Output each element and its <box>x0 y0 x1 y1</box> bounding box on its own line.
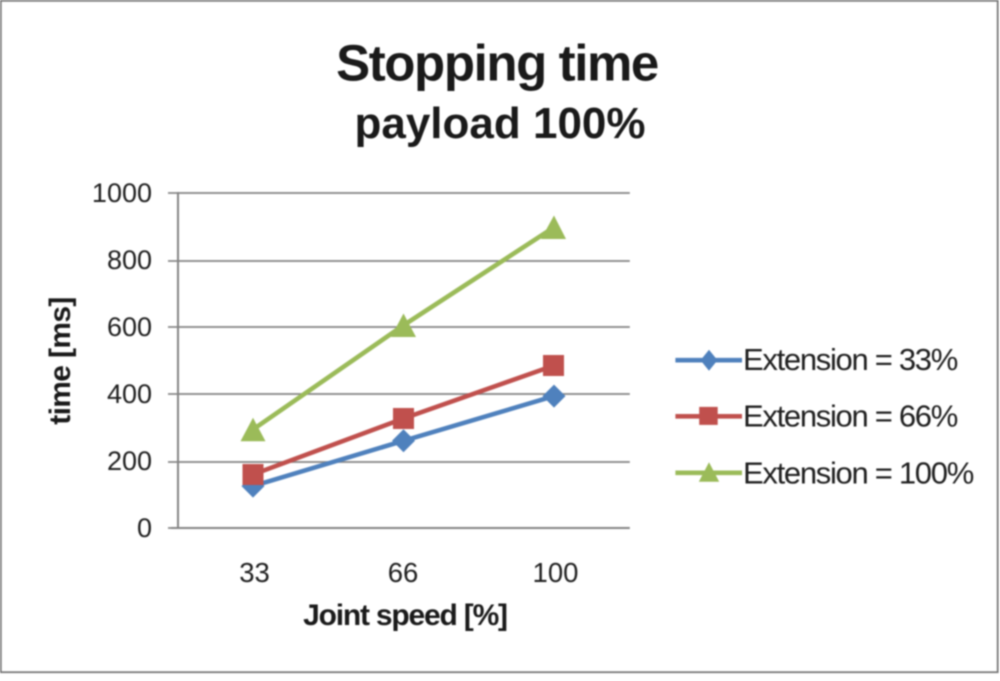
svg-text:1000: 1000 <box>92 178 152 208</box>
svg-text:400: 400 <box>107 379 152 409</box>
svg-text:time [ms]: time [ms] <box>44 297 77 425</box>
svg-text:Stopping time: Stopping time <box>336 35 658 92</box>
svg-text:Extension = 100%: Extension = 100% <box>743 456 974 491</box>
svg-text:Joint speed [%]: Joint speed [%] <box>303 599 507 632</box>
svg-text:33: 33 <box>239 557 270 588</box>
svg-text:600: 600 <box>107 312 152 342</box>
svg-text:66: 66 <box>388 557 419 588</box>
svg-text:0: 0 <box>137 513 152 543</box>
svg-text:100: 100 <box>533 557 579 588</box>
svg-text:Extension = 33%: Extension = 33% <box>743 342 958 377</box>
svg-text:800: 800 <box>107 245 152 275</box>
svg-text:Extension = 66%: Extension = 66% <box>743 399 958 434</box>
svg-text:200: 200 <box>107 446 152 476</box>
svg-text:payload 100%: payload 100% <box>354 99 645 148</box>
